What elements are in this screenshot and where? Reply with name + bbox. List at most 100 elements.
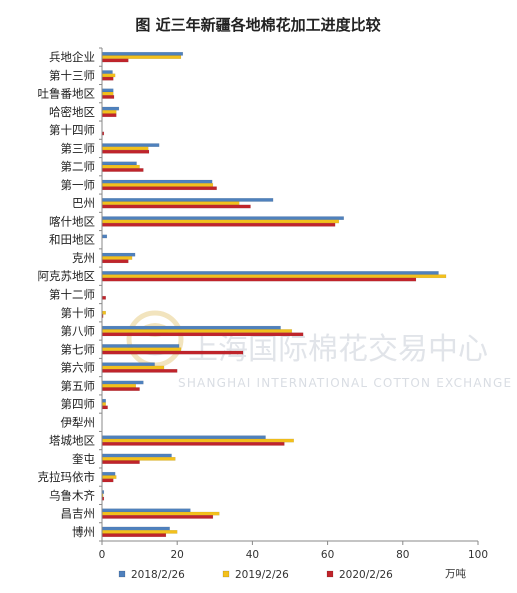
bar — [101, 198, 274, 202]
legend-swatch — [118, 570, 126, 578]
category-label: 克州 — [72, 251, 95, 265]
bar — [101, 204, 251, 209]
bar — [101, 252, 136, 257]
x-axis-tick-label: 100 — [468, 549, 488, 561]
bar — [101, 456, 176, 461]
legend-label: 2020/2/26 — [339, 569, 393, 581]
category-label: 第二师 — [61, 160, 96, 174]
category-label: 巴州 — [72, 196, 95, 210]
bar — [101, 76, 114, 81]
bar — [101, 219, 340, 224]
x-axis-tick-label: 40 — [246, 549, 259, 561]
bar — [101, 387, 140, 391]
bar — [101, 186, 217, 191]
x-axis-ticks: 0 20 40 60 80 100 — [99, 541, 488, 561]
bar — [101, 73, 116, 78]
category-label: 博州 — [72, 525, 95, 539]
bar — [101, 325, 281, 330]
bar — [101, 508, 191, 513]
watermark-text-cn: 上海国际棉花交易中心 — [188, 332, 488, 367]
x-axis-tick-label: 20 — [171, 549, 184, 561]
category-label: 伊犁州 — [61, 415, 96, 429]
bar — [101, 475, 117, 479]
bar — [101, 368, 178, 373]
bar — [101, 234, 108, 239]
bar — [101, 149, 150, 154]
bar — [101, 478, 114, 483]
bar — [101, 515, 214, 519]
bar — [101, 164, 140, 169]
bar — [101, 277, 417, 282]
bar — [101, 530, 178, 534]
bar — [101, 55, 182, 59]
bar — [101, 179, 213, 184]
axes — [101, 48, 478, 542]
bar — [101, 511, 220, 516]
category-label: 第十二师 — [49, 288, 95, 302]
category-label: 第八师 — [61, 324, 96, 338]
x-axis-tick-label: 60 — [321, 549, 334, 561]
bar — [101, 274, 447, 279]
category-label: 第十四师 — [49, 123, 95, 137]
legend-swatch — [222, 570, 230, 578]
x-axis-unit-label: 万吨 — [445, 567, 466, 580]
watermark-text-en: SHANGHAI INTERNATIONAL COTTON EXCHANGE — [178, 376, 512, 390]
exchange-logo-icon — [126, 310, 184, 368]
bar — [101, 95, 115, 99]
category-label: 昌吉州 — [61, 507, 96, 521]
category-label: 兵地企业 — [49, 50, 95, 64]
category-label: 奎屯 — [72, 452, 95, 466]
bar-group — [101, 51, 447, 538]
category-label: 和田地区 — [49, 233, 95, 247]
bar — [101, 442, 285, 446]
category-label: 克拉玛依市 — [38, 470, 96, 484]
bar — [101, 106, 120, 111]
chart-title: 图 近三年新疆各地棉花加工进度比较 — [135, 16, 380, 34]
bar — [101, 347, 182, 352]
category-label: 哈密地区 — [49, 105, 95, 119]
bar — [101, 310, 106, 315]
bar — [101, 70, 113, 74]
bar — [101, 168, 144, 172]
category-label: 塔城地区 — [49, 434, 95, 448]
bar — [101, 383, 137, 388]
watermark: 上海国际棉花交易中心 SHANGHAI INTERNATIONAL COTTON… — [126, 310, 512, 390]
bar — [101, 222, 336, 227]
bar — [101, 88, 114, 93]
bar — [101, 113, 117, 118]
category-label: 第十三师 — [49, 68, 95, 82]
bar — [101, 183, 214, 187]
bar — [101, 146, 149, 151]
bar — [101, 380, 144, 385]
legend-label: 2019/2/26 — [235, 569, 289, 581]
category-label: 第七师 — [61, 342, 96, 356]
legend: 2018/2/26 2019/2/26 2020/2/26 — [118, 569, 393, 581]
category-labels: 兵地企业第十三师吐鲁番地区哈密地区第十四师第三师第二师第一师巴州喀什地区和田地区… — [38, 47, 102, 542]
bar — [101, 295, 106, 300]
category-label: 乌鲁木齐 — [49, 488, 95, 502]
bar — [101, 201, 240, 206]
legend-label: 2018/2/26 — [131, 569, 185, 581]
bar — [101, 110, 117, 114]
bar — [101, 398, 106, 403]
category-label: 吐鲁番地区 — [38, 87, 96, 101]
bar — [101, 58, 129, 63]
category-label: 喀什地区 — [49, 214, 95, 228]
legend-swatch — [326, 570, 334, 578]
bar — [101, 435, 266, 440]
category-label: 第六师 — [61, 361, 96, 375]
category-label: 第三师 — [61, 141, 96, 155]
bar — [101, 332, 304, 337]
bar — [101, 259, 129, 264]
category-label: 第四师 — [61, 397, 96, 411]
bar — [101, 402, 106, 406]
category-label: 第一师 — [61, 178, 96, 192]
bar — [101, 143, 160, 147]
bar — [101, 161, 137, 166]
bar — [101, 344, 180, 348]
bar — [101, 438, 294, 443]
bar — [101, 471, 116, 476]
bar — [101, 526, 170, 531]
bar — [101, 91, 114, 96]
